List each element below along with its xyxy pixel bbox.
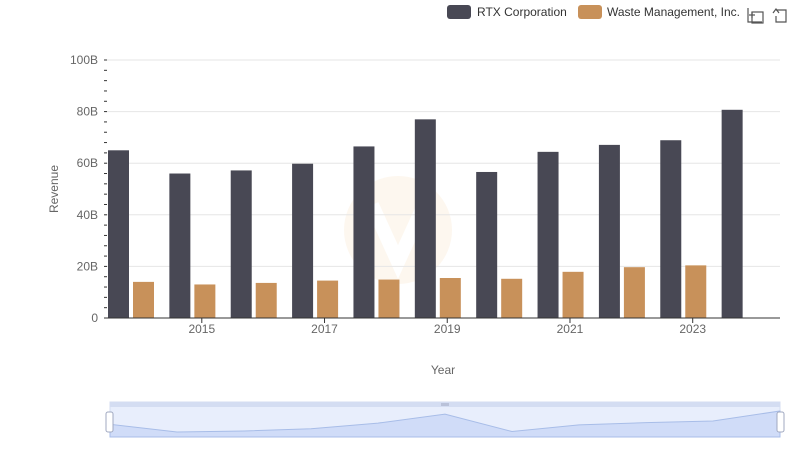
slider-handle-right[interactable]: [776, 411, 785, 433]
bar-waste-management-2015[interactable]: [194, 284, 216, 318]
x-axis-title: Year: [431, 363, 455, 377]
bar-rtx-2017[interactable]: [292, 163, 314, 318]
bar-rtx-2018[interactable]: [353, 146, 375, 318]
bar-rtx-2021[interactable]: [537, 151, 559, 318]
y-tick-label: 60B: [77, 156, 98, 170]
y-axis-tick-labels: 0 20B 40B 60B 80B 100B: [70, 53, 98, 325]
y-tick-label: 20B: [77, 259, 98, 273]
bar-waste-management-2017[interactable]: [317, 280, 339, 318]
legend-swatch-rtx: [447, 5, 471, 19]
bar-rtx-2016[interactable]: [230, 170, 252, 318]
bar-waste-management-2014[interactable]: [133, 281, 154, 318]
bar-rtx-2024[interactable]: [721, 109, 743, 318]
x-tick-label: 2019: [434, 322, 461, 336]
legend-label-waste-management: Waste Management, Inc.: [607, 5, 740, 19]
slider-handle-left[interactable]: [105, 411, 114, 433]
y-tick-label: 100B: [70, 53, 98, 67]
bar-rtx-2019[interactable]: [414, 119, 436, 318]
y-axis-title: Revenue: [47, 165, 61, 213]
bar-waste-management-2021[interactable]: [562, 271, 584, 318]
slider-top-bar: [110, 402, 780, 407]
x-tick-label: 2015: [188, 322, 215, 336]
x-tick-label: 2021: [557, 322, 584, 336]
x-axis: [105, 317, 780, 323]
x-axis-tick-labels: 2015 2017 2019 2021 2023: [188, 322, 706, 336]
bar-waste-management-2022[interactable]: [623, 267, 645, 318]
reset-icon[interactable]: [772, 8, 787, 23]
x-tick-label: 2023: [679, 322, 706, 336]
bar-waste-management-2023[interactable]: [685, 265, 707, 318]
legend-swatch-waste-management: [578, 5, 602, 19]
bars: [108, 109, 743, 318]
legend-item-rtx[interactable]: RTX Corporation: [447, 5, 567, 19]
x-tick-label: 2017: [311, 322, 338, 336]
bar-waste-management-2020[interactable]: [501, 278, 523, 318]
y-minor-ticks: [104, 59, 107, 319]
bar-waste-management-2018[interactable]: [378, 279, 400, 318]
bar-waste-management-2019[interactable]: [439, 278, 461, 318]
legend-label-rtx: RTX Corporation: [477, 5, 567, 19]
slider-grip-icon[interactable]: [441, 403, 449, 406]
legend[interactable]: RTX Corporation Waste Management, Inc.: [447, 5, 740, 19]
zoom-icon[interactable]: [747, 8, 764, 24]
bar-rtx-2020[interactable]: [476, 171, 498, 318]
y-tick-label: 40B: [77, 208, 98, 222]
y-tick-label: 80B: [77, 105, 98, 119]
data-zoom-slider[interactable]: [105, 401, 785, 438]
bar-waste-management-2016[interactable]: [255, 282, 277, 318]
bar-rtx-2022[interactable]: [598, 144, 620, 318]
bar-rtx-2023[interactable]: [660, 140, 682, 318]
bar-rtx-2014[interactable]: [108, 150, 129, 318]
bar-rtx-2015[interactable]: [169, 173, 191, 318]
y-tick-label: 0: [91, 311, 98, 325]
legend-item-waste-management[interactable]: Waste Management, Inc.: [578, 5, 740, 19]
slider-preview-area: [109, 410, 781, 438]
